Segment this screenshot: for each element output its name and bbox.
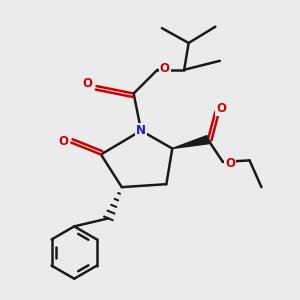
Text: N: N: [136, 124, 146, 137]
Text: O: O: [59, 135, 69, 148]
Text: O: O: [225, 157, 235, 170]
Text: O: O: [82, 76, 93, 90]
Polygon shape: [172, 136, 209, 148]
Text: O: O: [160, 62, 170, 75]
Text: O: O: [216, 102, 226, 115]
